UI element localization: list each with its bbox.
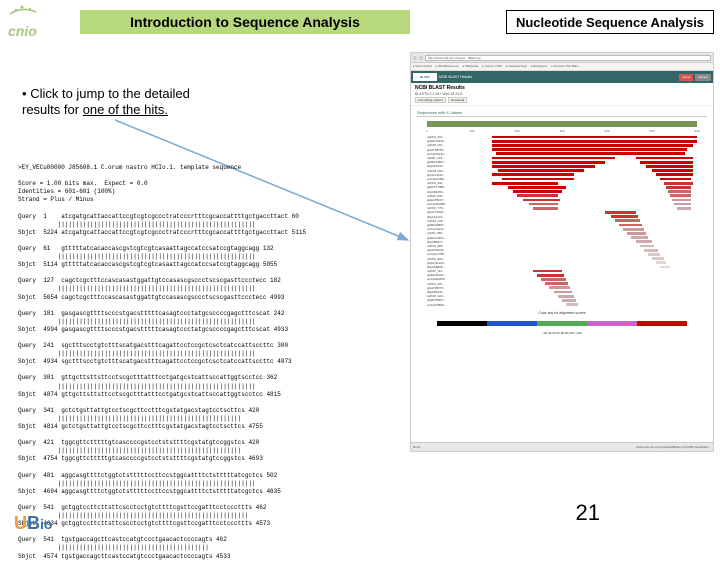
bookmark-item[interactable]: ▸ DeliciousTags xyxy=(506,64,527,68)
color-key xyxy=(437,321,687,329)
bookmark-item[interactable]: ▸ Dominio Pub Blas… xyxy=(552,64,581,68)
bookmark-item[interactable]: ▸ Most Visited xyxy=(413,64,432,68)
slide-header: cnio Introduction to Sequence Analysis N… xyxy=(0,0,720,40)
blast-screenshot: http://www.ncbi.nlm.nih.gov/…/Blast.cgi … xyxy=(410,52,714,452)
bookmarks-bar: ▸ Most Visited ▸ WordReference ▸ Wikipedia… xyxy=(411,63,713,71)
callout-text: • Click to jump to the detailed results … xyxy=(22,86,204,119)
hit-row[interactable]: emb|AJ8899... xyxy=(427,303,697,307)
download-chip[interactable]: Download xyxy=(448,97,467,103)
query-bar xyxy=(427,121,697,127)
browser-statusbar: Done www.ncbi.nlm.nih.gov/blast/Blast.cg… xyxy=(411,442,713,451)
bookmark-item[interactable]: ▸ WordReference xyxy=(436,64,459,68)
ubio-logo: UBio xyxy=(14,513,52,534)
bookmark-item[interactable]: ▸ EnSupport xyxy=(531,64,548,68)
recent-button[interactable]: Recent xyxy=(695,74,711,81)
blast-logo: BLAST xyxy=(413,73,437,81)
browser-toolbar: http://www.ncbi.nlm.nih.gov/…/Blast.cgi xyxy=(411,53,713,63)
slide-title: Introduction to Sequence Analysis xyxy=(80,10,410,34)
cnio-logo-text: cnio xyxy=(8,23,68,39)
alignment-text: >EY_VECu80000 J85608.1 C.orum nastro HCI… xyxy=(18,164,392,569)
ruler: 1100200300400500600 xyxy=(427,129,697,133)
bookmark-item[interactable]: ▸ Wikipedia xyxy=(463,64,478,68)
ncbi-header: BLAST NCBI BLAST Results Home Recent xyxy=(411,71,713,83)
page-number: 21 xyxy=(576,500,600,526)
slide-subtitle: Nucleotide Sequence Analysis xyxy=(506,10,714,34)
graphic-overview: Sequences with E-Values 1100200300400500… xyxy=(411,106,713,339)
url-bar[interactable]: http://www.ncbi.nlm.nih.gov/…/Blast.cgi xyxy=(425,55,711,61)
formatting-chip[interactable]: Formatting options xyxy=(415,97,446,103)
bookmark-item[interactable]: ▸ Correo CNIO xyxy=(482,64,502,68)
home-button[interactable]: Home xyxy=(679,74,693,81)
cnio-logo: cnio xyxy=(8,4,68,36)
hit-rows: ref|XM_001...gb|EU12345...ref|NM_001...g… xyxy=(427,135,697,307)
results-subheader: NCBI BLAST Results BLASTN 2.2.28+ Wed 18… xyxy=(411,83,713,106)
